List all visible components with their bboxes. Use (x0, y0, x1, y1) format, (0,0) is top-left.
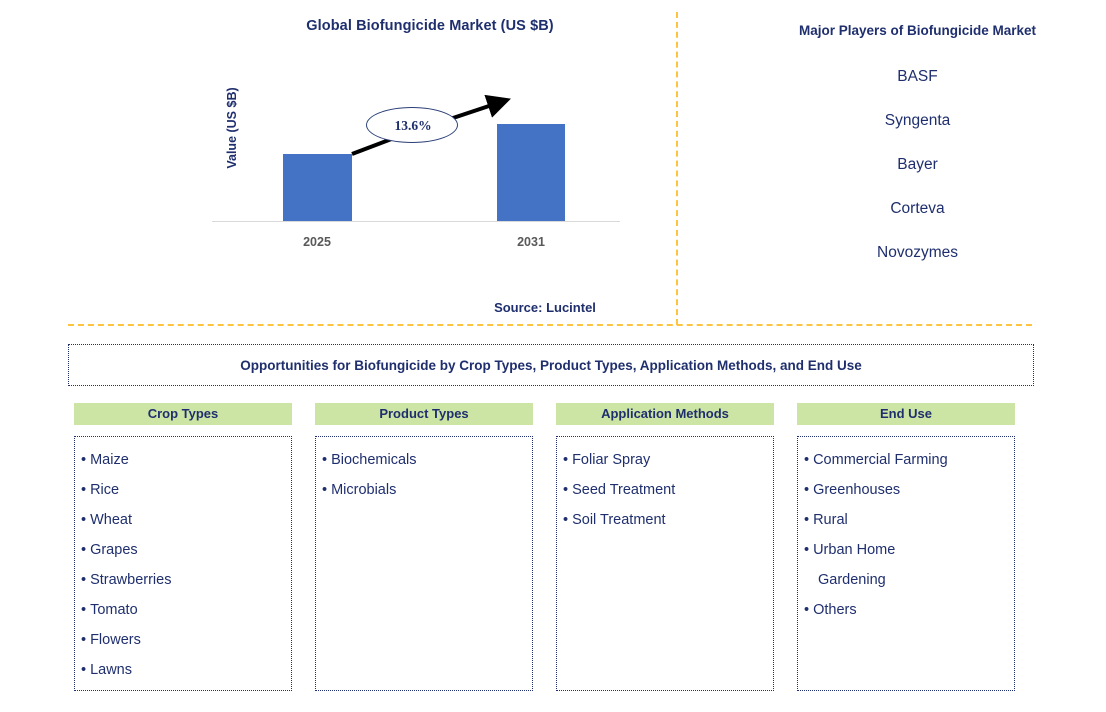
bullet-icon: • (804, 542, 810, 558)
list-item: • Rural (804, 505, 1010, 535)
bullet-icon: • (804, 482, 810, 498)
market-chart-section: Global Biofungicide Market (US $B) Value… (0, 0, 1106, 328)
list-item-label: Strawberries (90, 572, 172, 588)
list-item: • Greenhouses (804, 475, 1010, 505)
x-tick-2031: 2031 (517, 235, 545, 249)
bullet-icon: • (81, 632, 87, 648)
bullet-icon: • (81, 542, 87, 558)
bullet-icon: • (81, 482, 87, 498)
list-item-continuation: Gardening (804, 565, 1010, 595)
list-item: • Microbials (322, 475, 528, 505)
major-players-panel: Major Players of Biofungicide Market BAS… (760, 20, 1075, 262)
x-tick-2025: 2025 (303, 235, 331, 249)
list-item-label: Flowers (90, 632, 141, 648)
column-end-use: End Use • Commercial Farming • Greenhouses… (797, 403, 1015, 691)
chart-plot-area: 13.6% 2025 2031 (212, 85, 620, 255)
list-item-label: Wheat (90, 512, 132, 528)
bullet-icon: • (81, 572, 87, 588)
column-header-product-types: Product Types (315, 403, 533, 425)
column-box-product-types: • Biochemicals • Microbials (315, 436, 533, 691)
list-item-label: Urban Home (813, 542, 896, 558)
chart-baseline (212, 221, 620, 222)
column-crop-types: Crop Types • Maize • Rice • Wheat • Grapes •… (74, 403, 292, 691)
bullet-icon: • (563, 512, 569, 528)
bullet-icon: • (322, 482, 328, 498)
list-item: • Strawberries (81, 565, 287, 595)
list-item-label: Microbials (331, 482, 397, 498)
list-item: • Maize (81, 445, 287, 475)
column-box-crop-types: • Maize • Rice • Wheat • Grapes • Strawberrie… (74, 436, 292, 691)
column-box-application-methods: • Foliar Spray • Seed Treatment • Soil Trea… (556, 436, 774, 691)
bullet-icon: • (322, 452, 328, 468)
player-item: Bayer (897, 156, 938, 173)
list-item-label: Rice (90, 482, 120, 498)
player-item: Novozymes (877, 244, 958, 261)
list-item: • Rice (81, 475, 287, 505)
column-product-types: Product Types • Biochemicals • Microbials (315, 403, 533, 691)
cagr-callout: 13.6% (366, 107, 458, 143)
opportunities-banner-text: Opportunities for Biofungicide by Crop T… (240, 357, 862, 373)
list-item: • Others (804, 595, 1010, 625)
column-application-methods: Application Methods • Foliar Spray • Seed … (556, 403, 774, 691)
list-item-label: Others (813, 602, 857, 618)
bullet-icon: • (81, 602, 87, 618)
major-players-list: BASF Syngenta Bayer Corteva Novozymes (760, 68, 1075, 262)
major-players-title: Major Players of Biofungicide Market (798, 23, 1037, 38)
list-item-label: Seed Treatment (572, 482, 676, 498)
bullet-icon: • (804, 452, 810, 468)
list-item-label: Maize (90, 452, 129, 468)
list-item: • Flowers (81, 625, 287, 655)
player-item: BASF (897, 68, 938, 85)
list-item: • Tomato (81, 595, 287, 625)
column-header-crop-types: Crop Types (74, 403, 292, 425)
bullet-icon: • (81, 452, 87, 468)
list-item-label: Gardening (818, 572, 886, 588)
vertical-divider (676, 12, 678, 325)
list-item: • Foliar Spray (563, 445, 769, 475)
list-item: • Urban Home (804, 535, 1010, 565)
bullet-icon: • (81, 662, 87, 678)
list-item-label: Biochemicals (331, 452, 417, 468)
player-item: Syngenta (884, 112, 951, 129)
horizontal-divider (68, 324, 1032, 326)
bar-2031 (497, 124, 565, 221)
bullet-icon: • (81, 512, 87, 528)
bullet-icon: • (563, 482, 569, 498)
column-header-application-methods: Application Methods (556, 403, 774, 425)
list-item: • Soil Treatment (563, 505, 769, 535)
list-item: • Wheat (81, 505, 287, 535)
chart-title: Global Biofungicide Market (US $B) (306, 18, 554, 34)
list-item-label: Rural (813, 512, 848, 528)
bullet-icon: • (563, 452, 569, 468)
list-item-label: Soil Treatment (572, 512, 666, 528)
list-item-label: Tomato (90, 602, 138, 618)
list-item: • Grapes (81, 535, 287, 565)
list-item: • Biochemicals (322, 445, 528, 475)
list-item: • Lawns (81, 655, 287, 685)
opportunities-banner: Opportunities for Biofungicide by Crop T… (68, 344, 1034, 386)
list-item-label: Commercial Farming (813, 452, 948, 468)
list-item-label: Lawns (90, 662, 132, 678)
player-item: Corteva (890, 200, 945, 217)
bar-2025 (283, 154, 352, 221)
bullet-icon: • (804, 602, 810, 618)
source-label: Source: Lucintel (494, 300, 596, 315)
segmentation-columns: Crop Types • Maize • Rice • Wheat • Grapes •… (74, 403, 1034, 691)
cagr-value: 13.6% (394, 118, 432, 133)
bar-chart: Value (US $B) 13.6% 2025 2031 (180, 85, 620, 255)
column-header-end-use: End Use (797, 403, 1015, 425)
column-box-end-use: • Commercial Farming • Greenhouses • Rural … (797, 436, 1015, 691)
list-item-label: Grapes (90, 542, 138, 558)
list-item: • Commercial Farming (804, 445, 1010, 475)
list-item-label: Greenhouses (813, 482, 901, 498)
bullet-icon: • (804, 512, 810, 528)
list-item-label: Foliar Spray (572, 452, 651, 468)
list-item: • Seed Treatment (563, 475, 769, 505)
